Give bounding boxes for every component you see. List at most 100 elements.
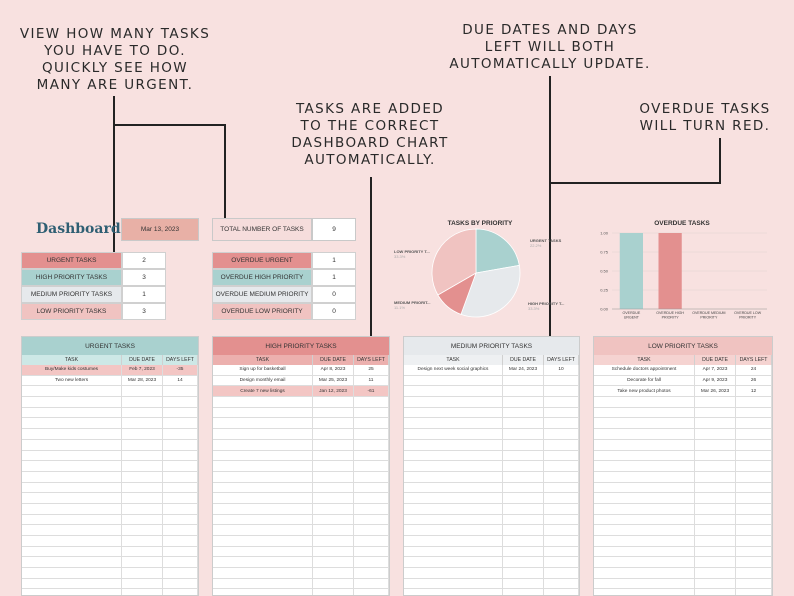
due-date-cell[interactable]: Mar 28, 2023 <box>122 375 163 386</box>
due-date-cell[interactable] <box>122 546 163 557</box>
due-date-cell[interactable] <box>122 568 163 578</box>
task-cell[interactable] <box>213 493 313 503</box>
task-cell[interactable] <box>404 375 503 386</box>
table-row[interactable] <box>22 439 198 451</box>
table-row[interactable] <box>404 397 579 408</box>
due-date-cell[interactable] <box>122 418 163 429</box>
due-date-cell[interactable] <box>313 461 354 471</box>
due-date-cell[interactable] <box>503 450 544 461</box>
due-date-cell[interactable] <box>313 429 354 439</box>
table-row[interactable] <box>404 407 579 419</box>
due-date-cell[interactable] <box>313 397 354 407</box>
task-cell[interactable] <box>594 536 695 546</box>
table-row[interactable] <box>213 450 389 462</box>
task-cell[interactable] <box>594 493 695 503</box>
days-left-cell[interactable] <box>354 429 389 439</box>
due-date-cell[interactable] <box>503 407 544 418</box>
days-left-cell[interactable] <box>544 568 579 578</box>
days-left-cell[interactable] <box>163 482 198 493</box>
days-left-cell[interactable] <box>163 439 198 450</box>
table-row[interactable]: Buy/Make kids costumes Feb 7, 2023 -35 <box>22 365 198 376</box>
task-cell[interactable] <box>213 461 313 471</box>
days-left-cell[interactable] <box>163 493 198 503</box>
table-row[interactable] <box>213 546 389 558</box>
task-cell[interactable] <box>594 578 695 589</box>
task-cell[interactable] <box>213 429 313 439</box>
task-cell[interactable]: Design next week social graphics <box>404 365 503 375</box>
table-row[interactable] <box>594 536 772 547</box>
column-due-date[interactable]: DUE DATE <box>122 355 163 365</box>
due-date-cell[interactable] <box>313 578 354 589</box>
task-cell[interactable] <box>213 503 313 514</box>
task-cell[interactable] <box>594 482 695 493</box>
days-left-cell[interactable] <box>736 461 772 471</box>
task-cell[interactable] <box>22 493 122 503</box>
due-date-cell[interactable] <box>695 397 736 407</box>
task-cell[interactable]: Decorate for fall <box>594 375 695 386</box>
days-left-cell[interactable] <box>163 418 198 429</box>
task-cell[interactable] <box>213 546 313 557</box>
due-date-cell[interactable] <box>122 439 163 450</box>
days-left-cell[interactable] <box>544 407 579 418</box>
table-row[interactable] <box>594 525 772 536</box>
due-date-cell[interactable] <box>313 418 354 429</box>
due-date-cell[interactable] <box>313 471 354 482</box>
task-cell[interactable] <box>594 546 695 557</box>
due-date-cell[interactable] <box>122 514 163 525</box>
days-left-cell[interactable] <box>354 578 389 589</box>
days-left-cell[interactable] <box>736 407 772 418</box>
task-cell[interactable] <box>404 578 503 589</box>
task-cell[interactable] <box>22 439 122 450</box>
table-row[interactable] <box>22 536 198 547</box>
table-row[interactable] <box>22 397 198 408</box>
days-left-cell[interactable] <box>544 439 579 450</box>
table-row[interactable] <box>594 397 772 408</box>
table-row[interactable] <box>594 578 772 590</box>
table-row[interactable] <box>22 589 198 595</box>
column-task[interactable]: TASK <box>22 355 122 365</box>
table-row[interactable] <box>404 418 579 430</box>
table-row[interactable] <box>213 429 389 440</box>
table-row[interactable] <box>22 557 198 569</box>
due-date-cell[interactable] <box>503 589 544 595</box>
days-left-cell[interactable] <box>163 386 198 397</box>
days-left-cell[interactable] <box>163 514 198 525</box>
due-date-cell[interactable] <box>503 536 544 546</box>
task-cell[interactable] <box>404 471 503 482</box>
due-date-cell[interactable] <box>313 503 354 514</box>
task-cell[interactable] <box>22 450 122 461</box>
due-date-cell[interactable] <box>503 418 544 429</box>
days-left-cell[interactable] <box>354 439 389 450</box>
task-cell[interactable] <box>213 439 313 450</box>
task-cell[interactable] <box>594 525 695 535</box>
due-date-cell[interactable] <box>695 418 736 429</box>
due-date-cell[interactable] <box>695 471 736 482</box>
table-row[interactable] <box>404 503 579 515</box>
days-left-cell[interactable] <box>544 418 579 429</box>
task-cell[interactable] <box>404 407 503 418</box>
due-date-cell[interactable] <box>313 439 354 450</box>
column-days-left[interactable]: DAYS LEFT <box>354 355 389 365</box>
table-row[interactable] <box>594 418 772 430</box>
table-row[interactable] <box>594 503 772 515</box>
column-due-date[interactable]: DUE DATE <box>503 355 544 365</box>
days-left-cell[interactable] <box>736 450 772 461</box>
table-row[interactable]: Sign up for basketball Apr 8, 2023 25 <box>213 365 389 376</box>
days-left-cell[interactable] <box>163 461 198 471</box>
due-date-cell[interactable] <box>313 568 354 578</box>
days-left-cell[interactable] <box>354 546 389 557</box>
days-left-cell[interactable]: 24 <box>736 365 772 375</box>
due-date-cell[interactable] <box>503 375 544 386</box>
due-date-cell[interactable] <box>695 536 736 546</box>
due-date-cell[interactable] <box>695 450 736 461</box>
due-date-cell[interactable] <box>503 439 544 450</box>
table-row[interactable] <box>22 514 198 526</box>
due-date-cell[interactable] <box>122 397 163 407</box>
table-row[interactable] <box>22 525 198 536</box>
days-left-cell[interactable]: 14 <box>163 375 198 386</box>
column-days-left[interactable]: DAYS LEFT <box>736 355 772 365</box>
days-left-cell[interactable] <box>544 450 579 461</box>
due-date-cell[interactable]: Apr 7, 2023 <box>695 365 736 375</box>
days-left-cell[interactable] <box>163 578 198 589</box>
table-row[interactable] <box>404 439 579 451</box>
